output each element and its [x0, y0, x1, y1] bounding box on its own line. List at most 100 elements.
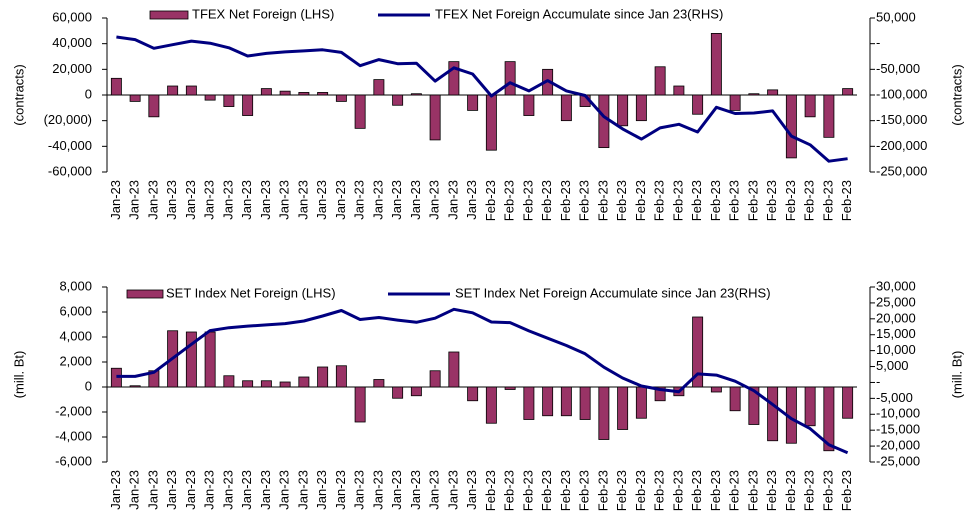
bar	[823, 94, 835, 138]
bar	[560, 386, 572, 417]
y2-tick-label: -	[876, 374, 880, 389]
y-tick-label: 6,000	[59, 303, 92, 318]
bar	[598, 386, 610, 440]
x-tick-label: Jan-23	[108, 470, 123, 510]
bar	[767, 89, 779, 96]
y2-tick-label: -10,000	[876, 406, 920, 421]
y-tick-label: 40,000	[52, 35, 92, 50]
bar	[354, 94, 366, 129]
x-tick-label: Jan-23	[352, 470, 367, 510]
x-tick-label: Feb-23	[727, 180, 742, 221]
y-tick-label: 8,000	[59, 278, 92, 293]
bar	[110, 77, 122, 96]
bar	[673, 85, 685, 96]
x-tick-label: Feb-23	[502, 470, 517, 511]
bar	[260, 380, 272, 388]
x-tick-label: Jan-23	[370, 470, 385, 510]
x-tick-label: Feb-23	[520, 470, 535, 511]
bar	[842, 88, 854, 96]
bar	[748, 386, 760, 425]
bar	[842, 386, 854, 419]
bar	[579, 386, 591, 420]
bar	[167, 85, 179, 96]
x-tick-label: Jan-23	[202, 470, 217, 510]
legend-label: SET Index Net Foreign Accumulate since J…	[455, 285, 771, 300]
x-tick-label: Jan-23	[314, 470, 329, 510]
x-tick-label: Jan-23	[352, 180, 367, 220]
legend-label: TFEX Net Foreign (LHS)	[192, 6, 334, 21]
bar	[260, 88, 272, 96]
x-tick-label: Feb-23	[727, 470, 742, 511]
y2-tick-label: 5,000	[876, 358, 909, 373]
bar	[523, 94, 535, 116]
bar	[823, 386, 835, 452]
legend-label: TFEX Net Foreign Accumulate since Jan 23…	[435, 6, 723, 21]
y-tick-label: -40,000	[48, 138, 92, 153]
y2-axis-title: (contracts)	[949, 64, 964, 125]
x-tick-label: Feb-23	[783, 180, 798, 221]
bar	[748, 93, 760, 96]
x-tick-label: Feb-23	[577, 180, 592, 221]
x-tick-label: Feb-23	[745, 180, 760, 221]
y-axis-title: (mill. Bt)	[11, 351, 26, 399]
bar	[392, 386, 404, 399]
x-tick-label: Feb-23	[689, 470, 704, 511]
x-tick-label: Feb-23	[520, 180, 535, 221]
x-tick-label: Feb-23	[802, 180, 817, 221]
y2-tick-label: -100,000	[876, 86, 927, 101]
x-tick-label: Jan-23	[220, 180, 235, 220]
y-tick-label: (20,000)	[44, 112, 92, 127]
bar	[729, 386, 741, 412]
y-tick-label: 20,000	[52, 61, 92, 76]
bar	[335, 94, 347, 102]
bar	[729, 94, 741, 111]
x-tick-label: Feb-23	[652, 470, 667, 511]
x-tick-label: Jan-23	[258, 180, 273, 220]
x-tick-label: Feb-23	[745, 470, 760, 511]
x-tick-label: Jan-23	[464, 470, 479, 510]
y-tick-label: 4,000	[59, 328, 92, 343]
y2-tick-label: -15,000	[876, 422, 920, 437]
x-tick-label: Jan-23	[408, 470, 423, 510]
x-tick-label: Feb-23	[483, 470, 498, 511]
bar	[335, 365, 347, 388]
x-tick-label: Jan-23	[145, 180, 160, 220]
y2-tick-label: 30,000	[876, 278, 916, 293]
x-tick-label: Jan-23	[370, 180, 385, 220]
x-tick-label: Feb-23	[558, 470, 573, 511]
x-tick-label: Feb-23	[764, 470, 779, 511]
y2-axis-title: (mill. Bt)	[949, 351, 964, 399]
bar	[448, 351, 460, 388]
bar	[635, 386, 647, 419]
x-tick-label: Jan-23	[314, 180, 329, 220]
x-tick-label: Feb-23	[783, 470, 798, 511]
y2-tick-label: 10,000	[876, 342, 916, 357]
x-tick-label: Jan-23	[202, 180, 217, 220]
x-tick-label: Jan-23	[239, 180, 254, 220]
y2-tick-label: -50,000	[876, 61, 920, 76]
bar	[617, 94, 629, 127]
x-tick-label: Jan-23	[164, 470, 179, 510]
x-tick-label: Jan-23	[145, 470, 160, 510]
bar	[448, 61, 460, 96]
bar	[317, 92, 329, 96]
x-tick-label: Jan-23	[295, 180, 310, 220]
x-tick-label: Jan-23	[445, 180, 460, 220]
bar	[223, 375, 235, 388]
x-tick-label: Jan-23	[427, 180, 442, 220]
bar	[635, 94, 647, 122]
legend-label: SET Index Net Foreign (LHS)	[166, 285, 336, 300]
x-tick-label: Jan-23	[333, 470, 348, 510]
x-tick-label: Feb-23	[614, 180, 629, 221]
x-tick-label: Feb-23	[539, 180, 554, 221]
y2-tick-label: 15,000	[876, 326, 916, 341]
x-tick-label: Jan-23	[277, 470, 292, 510]
y2-tick-label: -20,000	[876, 438, 920, 453]
x-tick-label: Feb-23	[502, 180, 517, 221]
bar	[148, 94, 160, 118]
x-tick-label: Jan-23	[464, 180, 479, 220]
x-tick-label: Feb-23	[708, 470, 723, 511]
x-tick-label: Jan-23	[108, 180, 123, 220]
bar	[710, 33, 722, 96]
bar	[785, 94, 797, 159]
